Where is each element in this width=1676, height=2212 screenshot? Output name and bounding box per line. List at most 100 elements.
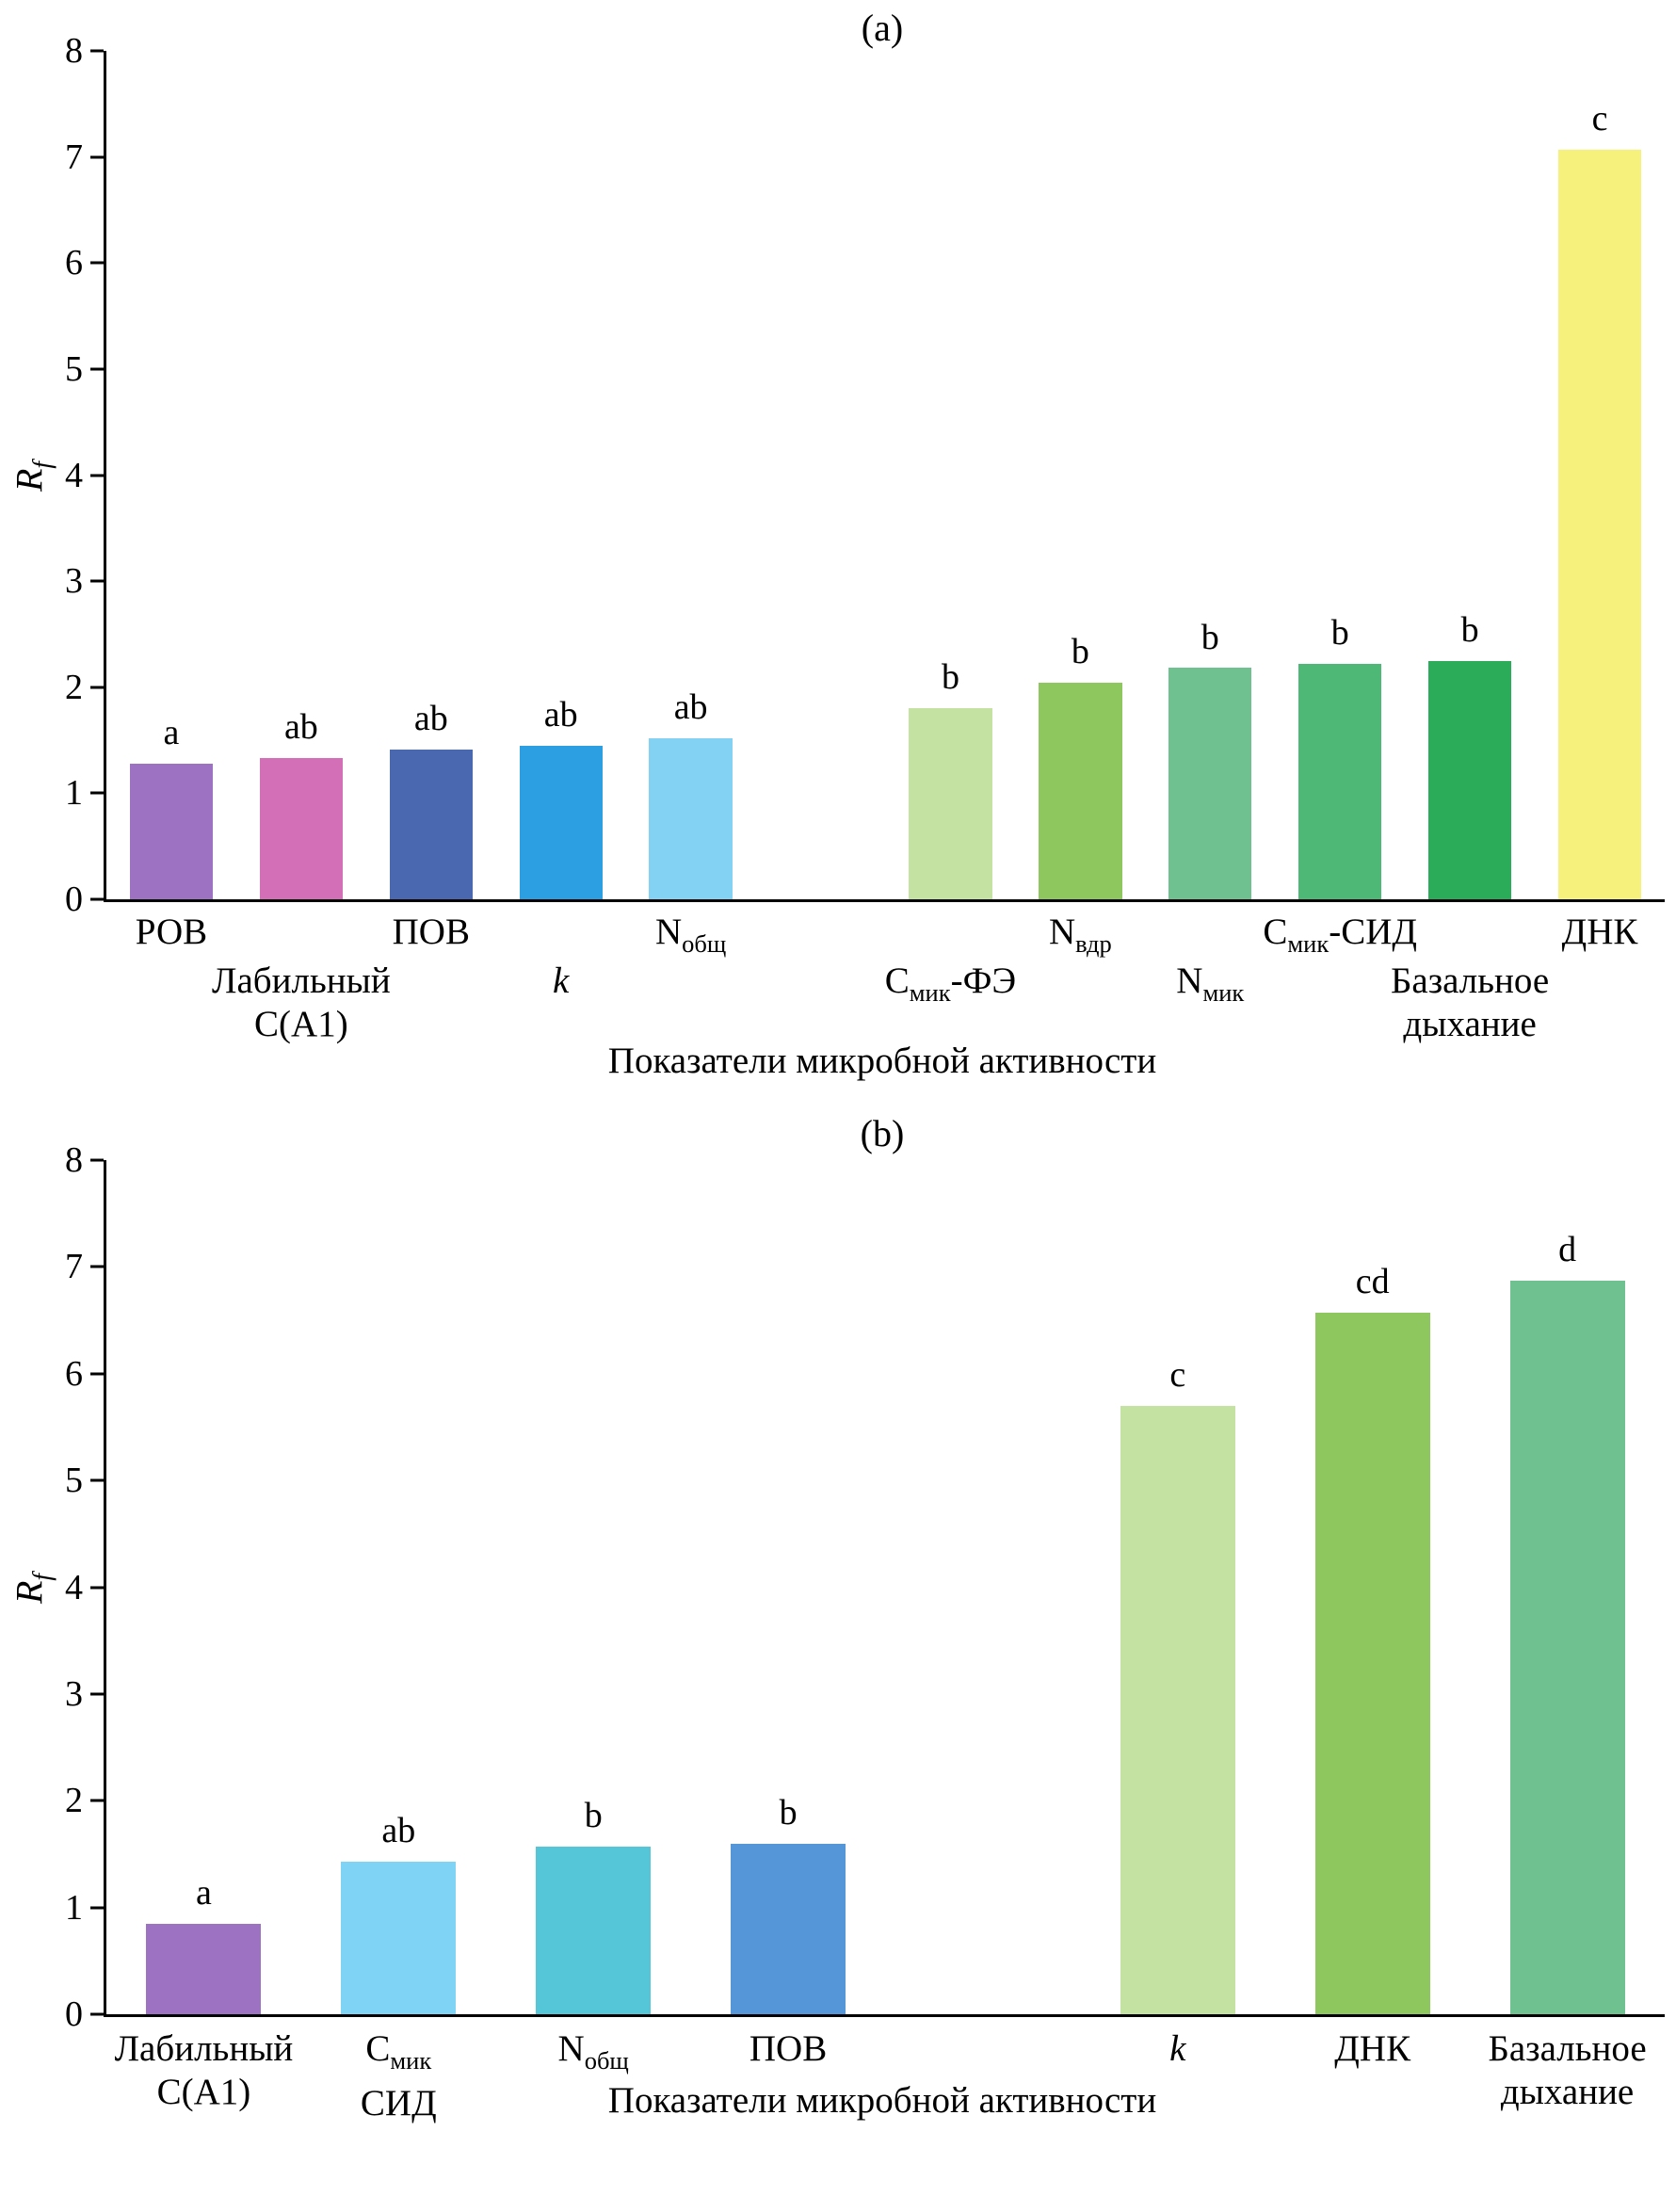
x-label-pov: ПОВ bbox=[749, 2027, 827, 2071]
x-label-text: k bbox=[1169, 2028, 1186, 2069]
x-label-text: ДНК bbox=[1561, 912, 1638, 952]
x-axis-title: Показатели микробной активности bbox=[607, 2080, 1157, 2121]
x-label-subscript: мик bbox=[1287, 928, 1330, 958]
x-label-basal-respiration: Базальное дыхание bbox=[1488, 2027, 1646, 2114]
bar-dna bbox=[1557, 149, 1642, 899]
x-label-dna: ДНК bbox=[1562, 911, 1638, 954]
x-label-line: Nмик bbox=[1176, 960, 1244, 1014]
x-label-c-mic-sid: Смик СИД bbox=[361, 2027, 437, 2125]
bar-c-mic-sid bbox=[341, 1861, 457, 2014]
y-tick-label: 2 bbox=[65, 667, 83, 707]
x-label-subscript: общ bbox=[682, 928, 727, 958]
y-tick-mark bbox=[90, 474, 104, 476]
y-tick-label: 8 bbox=[65, 31, 83, 71]
x-label-text: N bbox=[1176, 961, 1203, 1001]
x-label-text: N bbox=[1048, 912, 1076, 952]
y-axis-label-main: R bbox=[8, 1580, 51, 1604]
x-label-line: дыхание bbox=[1391, 1003, 1549, 1046]
bar-letter-dna: cd bbox=[1355, 1262, 1390, 1302]
x-label-text: дыхание bbox=[1500, 2072, 1635, 2112]
bar-c-mic-fe bbox=[909, 708, 992, 899]
bar-letter-pov: ab bbox=[413, 699, 448, 739]
x-label-subscript: мик bbox=[909, 977, 951, 1007]
chart-a: (a) Rf 0 1 2 3 4 5 6 7 8 a ab ab ab ab b b b b b c РОВ Лаби… bbox=[0, 0, 1676, 1081]
bar-k bbox=[519, 745, 603, 899]
y-tick-label: 5 bbox=[65, 1461, 83, 1501]
y-tick-mark bbox=[90, 1265, 104, 1268]
bar-letter-c-mic-fe: b bbox=[941, 657, 959, 698]
x-label-n-mic: Nмик bbox=[1176, 960, 1244, 1014]
x-label-line: Лабильный bbox=[212, 960, 391, 1003]
bars: a ab ab ab ab b b b b b c bbox=[106, 51, 1665, 899]
bar-letter-k: c bbox=[1169, 1354, 1186, 1395]
y-tick-mark bbox=[90, 1158, 104, 1162]
y-tick-label: 1 bbox=[65, 773, 83, 814]
bar-letter-c-mic-sid: b bbox=[1330, 613, 1349, 654]
y-tick-mark bbox=[90, 155, 104, 159]
x-label-text: ПОВ bbox=[392, 912, 470, 952]
x-label-n-total: Nобщ bbox=[558, 2027, 629, 2082]
x-label-n-vdr: Nвдр bbox=[1049, 911, 1112, 965]
x-label-subscript: вдр bbox=[1075, 928, 1112, 958]
bar-letter-k: ab bbox=[543, 694, 578, 735]
bar-letter-n-total: b bbox=[584, 1796, 603, 1836]
y-axis-label: Rf bbox=[8, 1574, 57, 1604]
x-label-text: РОВ bbox=[135, 912, 208, 952]
bar-letter-labile-c-a1: a bbox=[196, 1872, 212, 1913]
x-label-n-total: Nобщ bbox=[655, 911, 726, 965]
bar-letter-labile-c-a1: ab bbox=[283, 707, 318, 748]
x-label-text: С bbox=[365, 2028, 391, 2069]
x-label-line: Базальное bbox=[1391, 960, 1549, 1003]
x-label-text: -СИД bbox=[1329, 912, 1418, 952]
x-label-labile-c-a1: Лабильный С(А1) bbox=[212, 960, 391, 1046]
bar-letter-rov: a bbox=[163, 712, 180, 752]
x-label-text: N bbox=[654, 912, 683, 952]
y-tick-mark bbox=[90, 1906, 104, 1910]
bar-labile-c-a1 bbox=[259, 758, 343, 899]
x-label-c-mic-fe: Смик-ФЭ bbox=[885, 960, 1016, 1014]
x-label-text: ДНК bbox=[1334, 2028, 1411, 2069]
bar-letter-n-vdr: b bbox=[1071, 632, 1089, 672]
x-label-line: СИД bbox=[361, 2082, 437, 2125]
bar-letter-dna: c bbox=[1591, 98, 1608, 138]
y-tick-label: 0 bbox=[65, 1994, 83, 2034]
plot-area: 0 1 2 3 4 5 6 7 8 a ab ab ab ab b b b b b c РОВ Лабильный С(… bbox=[65, 33, 1665, 1044]
x-label-text: С bbox=[1263, 912, 1288, 952]
bar-c-mic-sid bbox=[1298, 663, 1382, 899]
x-label-line: k bbox=[553, 960, 569, 1003]
x-label-line: РОВ bbox=[136, 911, 207, 954]
x-label-subscript: мик bbox=[390, 2045, 432, 2075]
x-label-text: Лабильный bbox=[114, 2028, 294, 2069]
y-tick-label: 3 bbox=[65, 561, 83, 602]
bar-letter-basal-respiration: d bbox=[1558, 1230, 1577, 1270]
x-label-text: ПОВ bbox=[749, 2028, 828, 2069]
y-axis-label-sub: f bbox=[27, 1574, 56, 1581]
y-tick-mark bbox=[90, 261, 104, 265]
bar-pov bbox=[731, 1843, 846, 2014]
chart-a-title: (a) bbox=[861, 7, 904, 49]
x-label-text: С(А1) bbox=[156, 2072, 251, 2112]
y-tick-label: 2 bbox=[65, 1781, 83, 1821]
x-label-line: ДНК bbox=[1334, 2027, 1410, 2071]
x-axis-title: Показатели микробной активности bbox=[607, 1041, 1157, 1081]
y-tick-mark bbox=[90, 1799, 104, 1802]
y-tick-label: 6 bbox=[65, 243, 83, 283]
y-tick-label: 7 bbox=[65, 1247, 83, 1287]
x-label-line: дыхание bbox=[1488, 2071, 1646, 2114]
bar-basal-respiration bbox=[1427, 660, 1512, 899]
x-label-text: Базальное bbox=[1488, 2028, 1647, 2069]
x-label-k: k bbox=[1169, 2027, 1185, 2071]
bar-letter-n-mic: b bbox=[1201, 617, 1219, 657]
y-tick-mark bbox=[90, 367, 104, 371]
y-tick-label: 4 bbox=[65, 1567, 83, 1607]
bar-basal-respiration bbox=[1509, 1281, 1625, 2014]
y-tick-mark bbox=[90, 1586, 104, 1589]
y-tick-label: 5 bbox=[65, 348, 83, 389]
bar-letter-c-mic-sid: ab bbox=[381, 1810, 416, 1850]
x-label-line: k bbox=[1169, 2027, 1185, 2071]
y-tick-mark bbox=[90, 1692, 104, 1696]
y-axis-label-main: R bbox=[8, 468, 51, 492]
x-label-pov: ПОВ bbox=[393, 911, 470, 954]
